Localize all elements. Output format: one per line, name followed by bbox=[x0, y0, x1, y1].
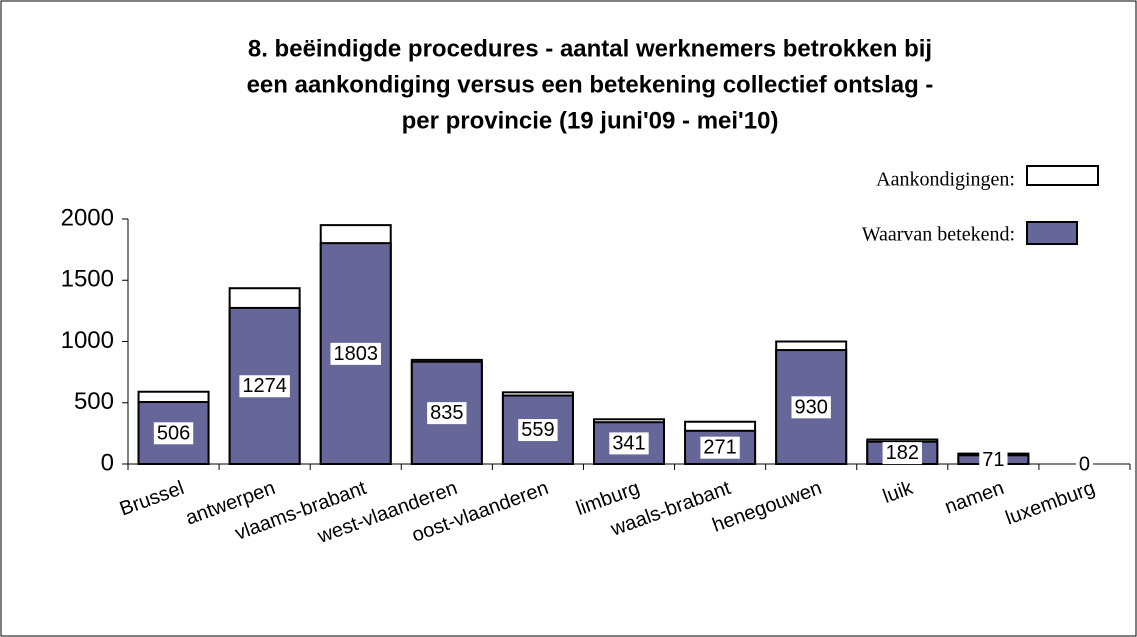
data-label: 506 bbox=[153, 422, 194, 445]
data-label: 71 bbox=[979, 448, 1008, 471]
data-label-box bbox=[153, 422, 194, 445]
data-label-box bbox=[427, 402, 467, 425]
data-label-box bbox=[518, 419, 558, 442]
data-label: 559 bbox=[518, 419, 558, 442]
data-label: 930 bbox=[791, 396, 831, 419]
legend-swatch bbox=[1026, 221, 1078, 245]
data-label-text: 1803 bbox=[333, 343, 378, 365]
data-label: 182 bbox=[882, 442, 922, 465]
data-label-text: 0 bbox=[1079, 453, 1090, 475]
data-label-box bbox=[330, 342, 381, 365]
data-label-text: 182 bbox=[886, 442, 919, 464]
data-label: 1274 bbox=[239, 375, 290, 398]
data-label: 271 bbox=[700, 436, 740, 459]
data-label: 0 bbox=[1075, 453, 1094, 476]
data-label-box bbox=[979, 448, 1008, 471]
data-label-text: 835 bbox=[430, 402, 463, 424]
data-label-text: 1274 bbox=[242, 375, 287, 397]
y-tick-label: 1500 bbox=[61, 266, 114, 293]
data-label-box bbox=[700, 436, 740, 459]
data-label-box bbox=[882, 442, 922, 465]
chart-title: 8. beëindigde procedures - aantal werkne… bbox=[248, 35, 932, 62]
y-tick-label: 2000 bbox=[61, 204, 114, 231]
data-label: 835 bbox=[427, 402, 467, 425]
data-label-text: 559 bbox=[521, 419, 554, 441]
data-label-text: 930 bbox=[794, 396, 827, 418]
data-label-text: 71 bbox=[982, 449, 1004, 471]
legend-swatch bbox=[1026, 165, 1099, 186]
data-label-box bbox=[1075, 453, 1094, 476]
legend-label: Aankondigingen: bbox=[876, 169, 1015, 191]
data-label-box bbox=[609, 432, 649, 455]
y-tick-label: 500 bbox=[74, 388, 114, 415]
data-label: 341 bbox=[609, 432, 649, 455]
data-label-text: 341 bbox=[612, 432, 645, 454]
y-tick-label: 0 bbox=[101, 449, 114, 476]
y-tick-label: 1000 bbox=[61, 327, 114, 354]
chart-title: een aankondiging versus een betekening c… bbox=[247, 71, 934, 98]
data-label: 1803 bbox=[330, 342, 381, 365]
legend-label: Waarvan betekend: bbox=[862, 224, 1015, 246]
chart-title: per provincie (19 juni'09 - mei'10) bbox=[402, 107, 779, 134]
data-label-text: 271 bbox=[703, 437, 736, 459]
data-label-text: 506 bbox=[157, 422, 190, 444]
data-label-box bbox=[791, 396, 831, 419]
data-label-box bbox=[239, 375, 290, 398]
